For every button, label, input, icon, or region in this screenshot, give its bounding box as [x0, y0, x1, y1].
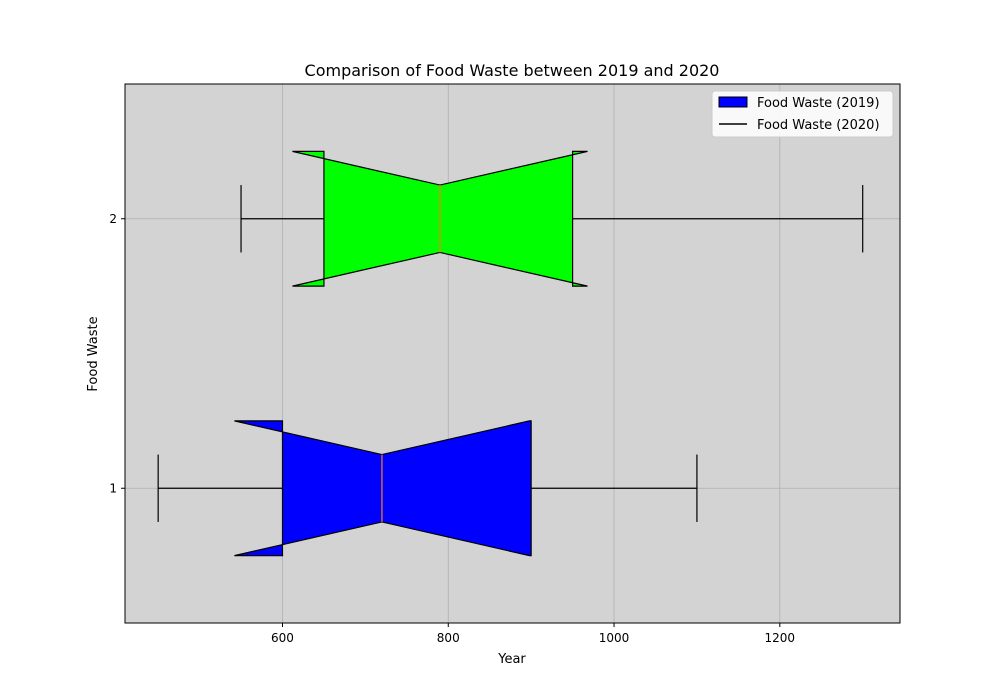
- legend-swatch-2019: [718, 96, 748, 108]
- x-tick-label: 1000: [599, 631, 630, 645]
- legend-box: [711, 90, 894, 138]
- box-layer: [157, 150, 864, 557]
- chart-title: Comparison of Food Waste between 2019 an…: [305, 61, 720, 80]
- legend-label-2019: Food Waste (2019): [757, 96, 880, 111]
- notched-box: [234, 420, 532, 557]
- box-series-2: [240, 150, 864, 287]
- y-tick-label: 1: [109, 481, 117, 495]
- legend-label-2020: Food Waste (2020): [757, 118, 880, 133]
- tick-layer: 600 800 1000 1200 1 2: [109, 212, 795, 645]
- x-tick-label: 1200: [765, 631, 796, 645]
- y-axis-label: Food Waste: [86, 316, 101, 391]
- legend: Food Waste (2019) Food Waste (2020): [711, 90, 894, 138]
- x-axis-label: Year: [497, 652, 526, 667]
- x-tick-label: 600: [271, 631, 294, 645]
- plot-frame: [124, 83, 901, 624]
- box-series-1: [157, 420, 698, 557]
- x-tick-label: 800: [437, 631, 460, 645]
- y-tick-label: 2: [109, 212, 117, 226]
